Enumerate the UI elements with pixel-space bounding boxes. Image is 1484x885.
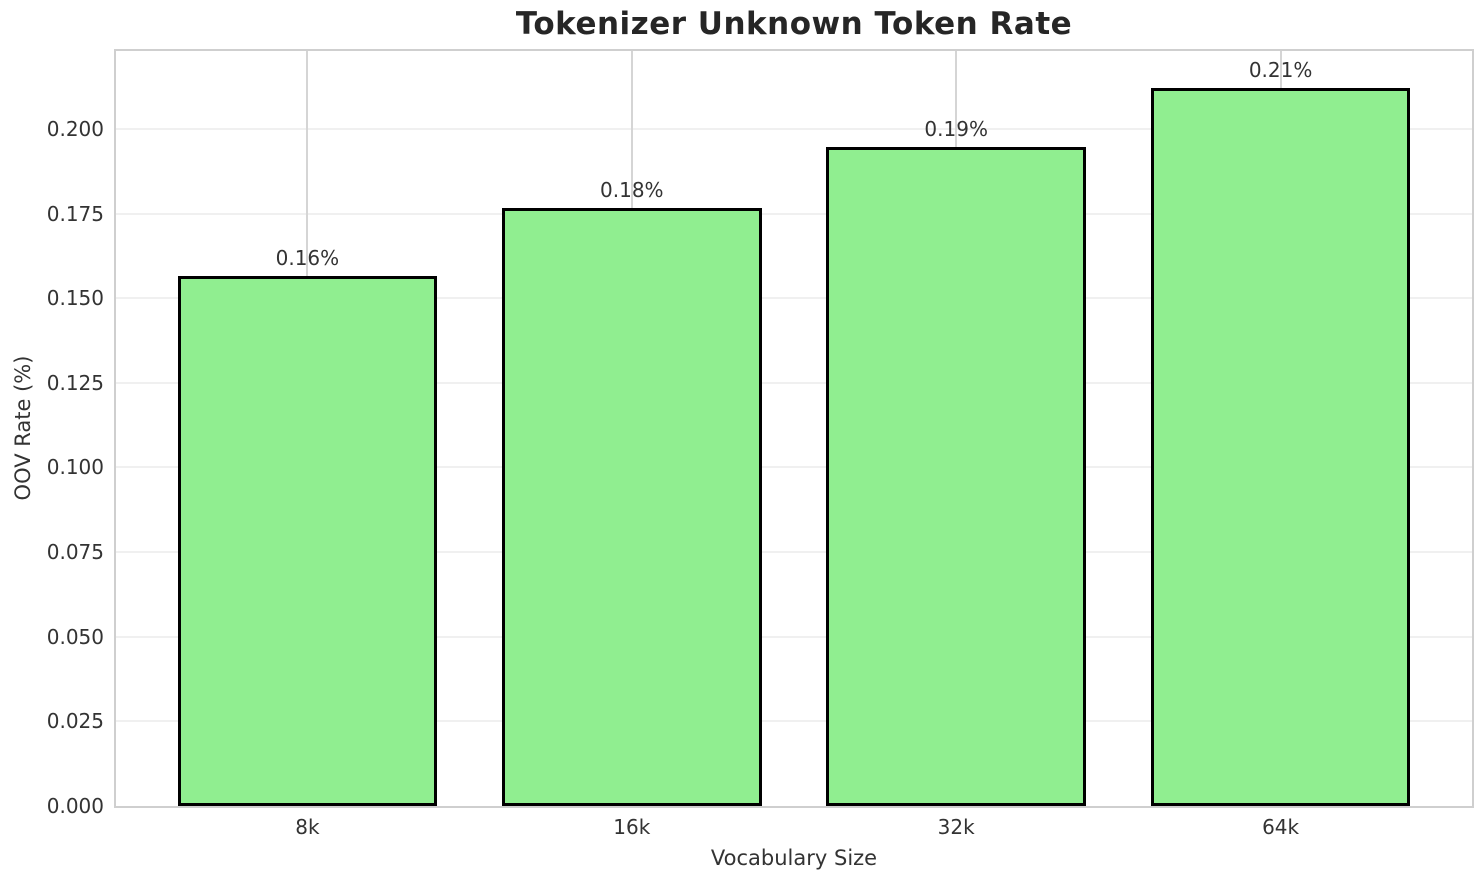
bar <box>826 147 1086 806</box>
y-gridline <box>116 297 1472 300</box>
bar <box>1150 88 1411 806</box>
y-gridline <box>116 381 1472 384</box>
y-tick-label: 0.075 <box>46 540 104 565</box>
bar-value-label: 0.16% <box>275 246 340 271</box>
y-gridline <box>116 212 1472 215</box>
y-tick-label: 0.150 <box>46 286 104 311</box>
y-tick-label: 0.175 <box>46 201 104 226</box>
y-tick-label: 0.025 <box>46 709 104 734</box>
bar-value-label: 0.19% <box>924 117 988 142</box>
y-tick-label: 0.200 <box>46 116 104 141</box>
y-tick-label: 0.125 <box>46 370 104 395</box>
bar-value-label: 0.18% <box>600 178 664 203</box>
bar <box>177 276 438 806</box>
y-tick-label: 0.000 <box>46 794 104 818</box>
x-tick-label: 64k <box>1262 815 1300 839</box>
y-gridline <box>116 635 1472 638</box>
chart-title: Tokenizer Unknown Token Rate <box>515 6 1073 42</box>
x-tick-label: 16k <box>613 815 651 839</box>
y-gridline <box>116 466 1472 469</box>
y-gridline <box>116 127 1472 130</box>
x-axis-label: Vocabulary Size <box>710 846 878 870</box>
y-tick-label: 0.100 <box>46 455 104 480</box>
y-tick-label: 0.050 <box>46 624 104 649</box>
y-gridline <box>116 720 1472 723</box>
x-tick-label: 8k <box>295 815 320 839</box>
bar <box>502 208 762 806</box>
y-gridline <box>116 551 1472 554</box>
x-tick-label: 32k <box>937 815 975 839</box>
bar-value-label: 0.21% <box>1248 58 1313 83</box>
